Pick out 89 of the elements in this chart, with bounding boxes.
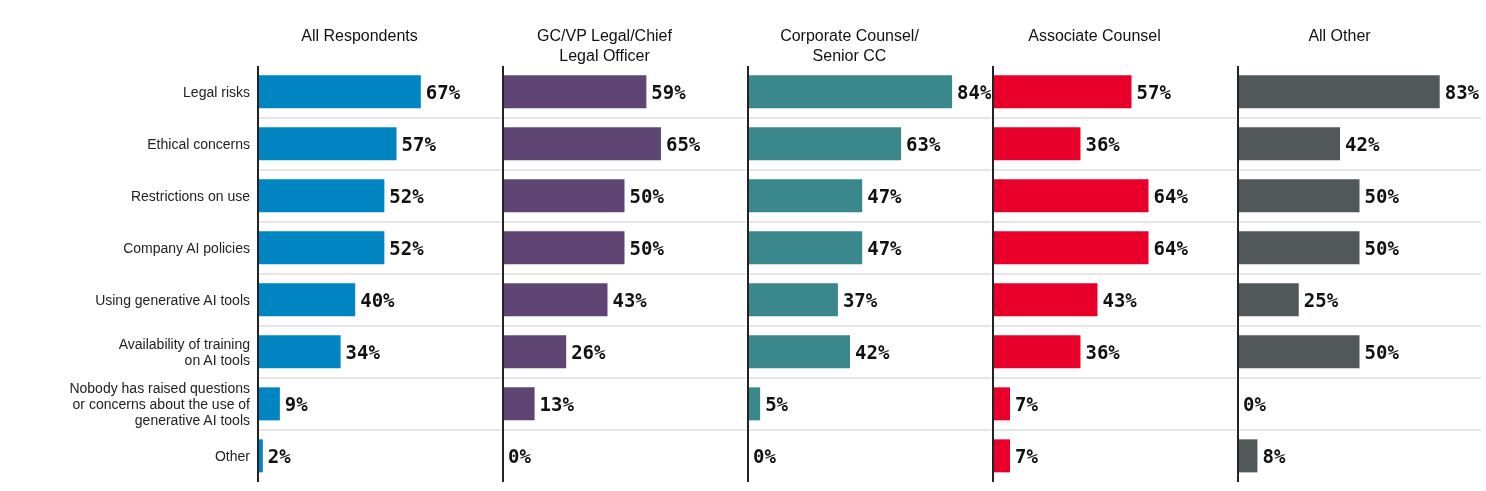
bar: [993, 127, 1081, 161]
y-tick-label: Legal risks: [183, 84, 250, 100]
data-label: 34%: [345, 341, 381, 363]
data-label: 50%: [1364, 341, 1400, 363]
data-label: 50%: [629, 237, 665, 259]
bar: [503, 75, 647, 109]
data-label: 43%: [1102, 289, 1138, 311]
bar: [503, 127, 661, 161]
data-label: 67%: [425, 81, 461, 103]
data-label: 5%: [765, 393, 789, 415]
data-label: 52%: [389, 237, 425, 259]
chart-title: All Respondents: [300, 26, 419, 46]
data-label: 36%: [1085, 341, 1121, 363]
data-label: 7%: [1015, 393, 1039, 415]
data-label: 43%: [612, 289, 648, 311]
y-tick-label: Nobody has raised questions or concerns about the use of generative AI tools: [69, 380, 251, 428]
bar: [748, 283, 838, 317]
data-label: 63%: [906, 133, 941, 155]
bar: [748, 75, 953, 109]
chart-title: Associate Counsel: [1027, 26, 1162, 46]
data-label: 0%: [508, 445, 532, 467]
bar: [1238, 127, 1341, 161]
y-tick-label: Restrictions on use: [130, 188, 251, 204]
data-label: 84%: [957, 81, 992, 103]
y-tick-label: Using generative AI tools: [95, 292, 250, 308]
bar: [503, 231, 625, 265]
data-label: 40%: [360, 289, 396, 311]
bar: [258, 335, 341, 369]
chart-title: Corporate Counsel/ Senior CC: [779, 26, 920, 66]
bar: [748, 231, 863, 265]
bar: [748, 179, 863, 213]
bar: [258, 127, 397, 161]
data-label: 83%: [1444, 81, 1480, 103]
chart-title: GC/VP Legal/Chief Legal Officer: [536, 26, 673, 66]
bar: [748, 127, 902, 161]
data-label: 37%: [842, 289, 878, 311]
bar: [258, 231, 385, 265]
data-label: 7%: [1015, 445, 1039, 467]
data-label: 42%: [855, 341, 890, 363]
data-label: 57%: [1136, 81, 1172, 103]
bar: [258, 75, 421, 109]
bar: [993, 75, 1132, 109]
bar: [1238, 75, 1440, 109]
data-label: 2%: [267, 445, 292, 467]
data-label: 13%: [539, 393, 575, 415]
bar: [1238, 283, 1299, 317]
data-label: 0%: [753, 445, 777, 467]
data-label: 0%: [1243, 393, 1267, 415]
bar: [993, 387, 1011, 421]
data-label: 25%: [1303, 289, 1339, 311]
bar: [993, 231, 1149, 265]
data-label: 59%: [651, 81, 687, 103]
bar: [1238, 179, 1360, 213]
data-label: 9%: [284, 393, 309, 415]
bar: [748, 335, 851, 369]
chart-title: All Other: [1307, 26, 1372, 46]
bar: [258, 283, 356, 317]
data-label: 47%: [867, 185, 903, 207]
data-label: 64%: [1153, 185, 1189, 207]
data-label: 42%: [1345, 133, 1380, 155]
bar: [503, 335, 567, 369]
data-label: 47%: [867, 237, 903, 259]
bar: [503, 283, 608, 317]
bar: [503, 387, 535, 421]
bar: [993, 439, 1011, 473]
data-label: 36%: [1085, 133, 1121, 155]
bar: [1238, 231, 1360, 265]
bar: [993, 179, 1149, 213]
data-label: 8%: [1262, 445, 1286, 467]
data-label: 50%: [629, 185, 665, 207]
data-label: 50%: [1364, 237, 1400, 259]
bar: [503, 179, 625, 213]
bar: [993, 283, 1098, 317]
data-label: 57%: [401, 133, 437, 155]
y-tick-label: Availability of training on AI tools: [118, 336, 250, 368]
bar: [258, 179, 385, 213]
data-label: 65%: [665, 133, 701, 155]
data-label: 50%: [1364, 185, 1400, 207]
bar: [993, 335, 1081, 369]
data-label: 52%: [389, 185, 425, 207]
y-tick-label: Other: [214, 448, 251, 464]
data-label: 26%: [571, 341, 607, 363]
y-tick-label: Ethical concerns: [147, 136, 250, 152]
bar: [1238, 335, 1360, 369]
bar: [258, 387, 280, 421]
y-tick-label: Company AI policies: [123, 240, 250, 256]
bar: [1238, 439, 1258, 473]
bar: [748, 387, 761, 421]
data-label: 64%: [1153, 237, 1189, 259]
